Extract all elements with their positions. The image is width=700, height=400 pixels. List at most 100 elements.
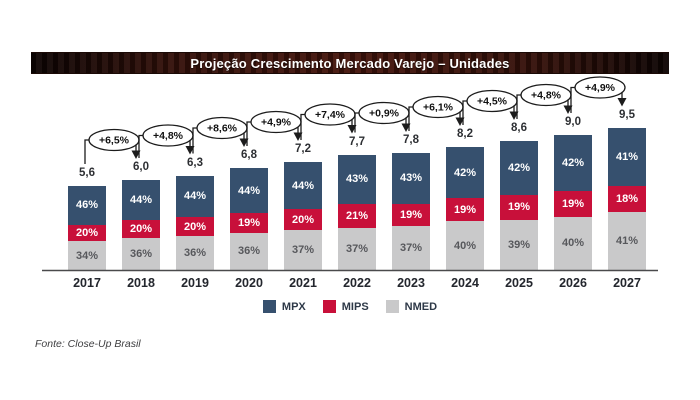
- year-label-2019: 2019: [181, 276, 209, 290]
- segment-label: 43%: [399, 172, 423, 185]
- growth-ellipse: [520, 83, 572, 107]
- legend-item-nmed: NMED: [385, 300, 437, 313]
- segment-label: 42%: [507, 162, 531, 175]
- bar-2024: 42% 19% 40%: [446, 147, 484, 270]
- total-label-2026: 9,0: [565, 116, 581, 128]
- year-label-2020: 2020: [235, 276, 263, 290]
- segment-label: 40%: [453, 239, 477, 252]
- growth-label: +8,6%: [207, 123, 238, 135]
- growth-label: +4,8%: [531, 90, 562, 102]
- segment-label: 42%: [561, 157, 585, 170]
- segment-label: 20%: [129, 222, 153, 235]
- legend-label-mips: MIPS: [341, 300, 369, 313]
- segment-mips-2024: 19%: [446, 198, 484, 222]
- segment-nmed-2023: 37%: [392, 226, 430, 270]
- segment-label: 21%: [345, 209, 369, 222]
- segment-label: 46%: [75, 199, 99, 212]
- growth-label: +4,9%: [585, 82, 616, 94]
- segment-nmed-2026: 40%: [554, 216, 592, 270]
- growth-callout-2020-2021: +4,9%: [246, 110, 303, 146]
- year-label-2022: 2022: [343, 276, 371, 290]
- total-label-2021: 7,2: [295, 143, 311, 155]
- bar-2020: 44% 19% 36%: [230, 168, 268, 270]
- legend: MPX MIPS NMED: [0, 300, 700, 313]
- segment-label: 19%: [507, 201, 531, 214]
- segment-label: 36%: [237, 245, 261, 258]
- segment-nmed-2024: 40%: [446, 221, 484, 270]
- bar-2026: 42% 19% 40%: [554, 135, 592, 270]
- segment-mips-2027: 18%: [608, 185, 646, 212]
- segment-label: 44%: [183, 190, 207, 203]
- growth-callout-2017-2018: +6,5%: [84, 128, 141, 164]
- segment-label: 41%: [615, 150, 639, 163]
- bar-2018: 44% 20% 36%: [122, 180, 160, 270]
- growth-label: +6,5%: [99, 135, 130, 147]
- segment-mpx-2027: 41%: [608, 127, 646, 186]
- segment-mpx-2024: 42%: [446, 147, 484, 199]
- segment-label: 39%: [507, 238, 531, 251]
- legend-swatch-mips: [322, 300, 336, 313]
- segment-mips-2026: 19%: [554, 191, 592, 217]
- segment-mpx-2026: 42%: [554, 135, 592, 192]
- segment-label: 41%: [615, 234, 639, 247]
- segment-mips-2021: 20%: [284, 209, 322, 231]
- segment-nmed-2017: 34%: [68, 241, 106, 270]
- segment-mpx-2017: 46%: [68, 186, 106, 225]
- growth-label: +4,8%: [153, 130, 184, 142]
- year-label-2023: 2023: [397, 276, 425, 290]
- legend-swatch-mpx: [262, 300, 276, 313]
- bar-2025: 42% 19% 39%: [500, 141, 538, 270]
- segment-mips-2020: 19%: [230, 213, 268, 233]
- growth-label: +0,9%: [369, 108, 400, 120]
- segment-label: 44%: [237, 184, 261, 197]
- growth-label: +6,1%: [423, 102, 454, 114]
- growth-callout-2023-2024: +6,1%: [408, 95, 465, 131]
- growth-ellipse: [412, 95, 464, 119]
- segment-nmed-2022: 37%: [338, 227, 376, 270]
- year-label-2027: 2027: [613, 276, 641, 290]
- growth-callout-2022-2023: +0,9%: [354, 101, 411, 133]
- segment-mpx-2025: 42%: [500, 141, 538, 196]
- growth-label: +7,4%: [315, 109, 346, 121]
- segment-label: 40%: [561, 237, 585, 250]
- growth-callout-2024-2025: +4,5%: [462, 89, 519, 125]
- segment-mpx-2019: 44%: [176, 175, 214, 218]
- legend-item-mips: MIPS: [322, 300, 369, 313]
- growth-ellipse: [196, 116, 248, 140]
- segment-label: 20%: [291, 213, 315, 226]
- bar-2027: 41% 18% 41%: [608, 127, 646, 271]
- source-note: Fonte: Close-Up Brasil: [35, 338, 141, 350]
- chart-title: Projeção Crescimento Mercado Varejo – Un…: [190, 55, 510, 71]
- year-label-2025: 2025: [505, 276, 533, 290]
- year-label-2026: 2026: [559, 276, 587, 290]
- growth-ellipse: [304, 103, 356, 126]
- segment-label: 20%: [183, 220, 207, 233]
- legend-label-mpx: MPX: [281, 300, 306, 313]
- total-label-2018: 6,0: [133, 161, 149, 173]
- bar-2021: 44% 20% 37%: [284, 162, 322, 270]
- segment-nmed-2027: 41%: [608, 211, 646, 270]
- bar-2017: 46% 20% 34%: [68, 186, 106, 270]
- segment-nmed-2021: 37%: [284, 230, 322, 270]
- bar-2022: 43% 21% 37%: [338, 154, 376, 271]
- bar-2019: 44% 20% 36%: [176, 175, 214, 271]
- segment-mips-2019: 20%: [176, 217, 214, 236]
- growth-label: +4,9%: [261, 117, 292, 129]
- growth-ellipse: [358, 101, 410, 125]
- growth-callout-2018-2019: +4,8%: [138, 124, 195, 158]
- segment-label: 44%: [291, 179, 315, 192]
- segment-label: 36%: [129, 247, 153, 260]
- segment-label: 34%: [75, 249, 99, 262]
- growth-ellipse: [574, 76, 626, 99]
- segment-mpx-2023: 43%: [392, 153, 430, 204]
- legend-item-mpx: MPX: [262, 300, 306, 313]
- year-label-2021: 2021: [289, 276, 317, 290]
- segment-label: 20%: [75, 227, 99, 240]
- segment-label: 19%: [453, 203, 477, 216]
- segment-mips-2018: 20%: [122, 219, 160, 238]
- segment-mips-2023: 19%: [392, 203, 430, 227]
- segment-label: 43%: [345, 173, 369, 186]
- bar-2023: 43% 19% 37%: [392, 153, 430, 270]
- segment-label: 42%: [453, 166, 477, 179]
